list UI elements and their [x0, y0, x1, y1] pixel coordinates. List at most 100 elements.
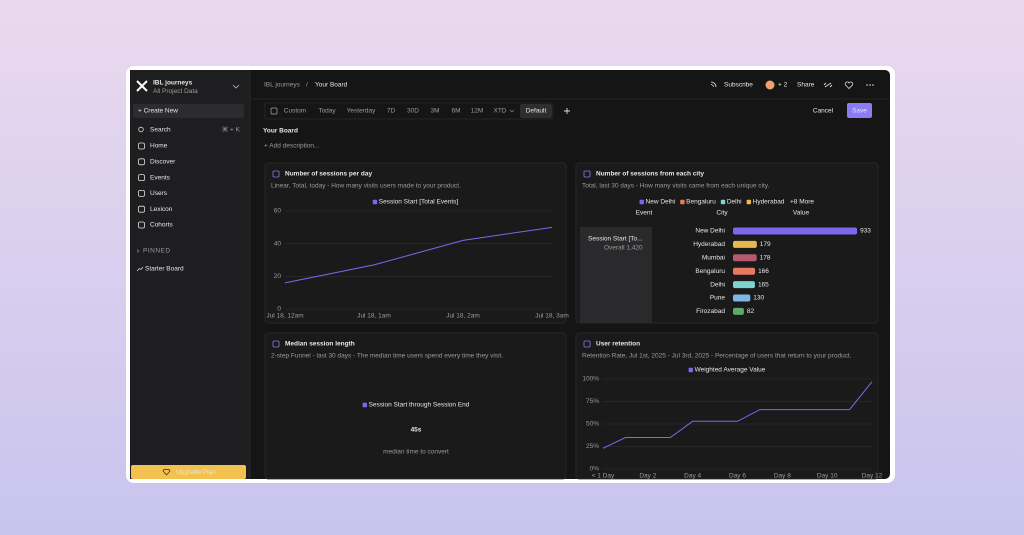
card-subtitle: Linear, Total, today - How many visits u…	[271, 183, 461, 190]
create-label[interactable]: + Create New	[138, 108, 178, 115]
column-header: Event	[636, 210, 653, 217]
x-tick-label: Jul 18, 1am	[357, 313, 391, 320]
bar	[733, 294, 751, 302]
heart-icon[interactable]	[844, 81, 854, 90]
x-tick-label: Day 6	[729, 473, 746, 480]
range-option[interactable]: Yesterday	[347, 108, 376, 115]
legend-swatch	[639, 199, 644, 205]
metric-value: 45s	[411, 427, 422, 434]
nav-item[interactable]: Events	[150, 174, 171, 181]
range-option[interactable]: 6M	[451, 108, 460, 115]
legend-more: +8 More	[790, 199, 814, 206]
x-tick-label: Jul 18, 2am	[446, 313, 480, 320]
range-option[interactable]: XTD	[494, 108, 507, 115]
card-title[interactable]: Number of sessions per day	[285, 171, 372, 178]
legend-label: Session Start [Total Events]	[379, 199, 459, 206]
bar-value: 82	[747, 308, 755, 315]
range-option[interactable]: Custom	[284, 108, 306, 115]
column-header: Value	[793, 210, 810, 217]
range-option[interactable]: 7D	[387, 108, 396, 115]
nav-icon	[138, 189, 145, 197]
breadcrumb[interactable]: IBL journeys	[264, 82, 301, 89]
add-range[interactable]	[564, 108, 570, 114]
city-label: New Delhi	[695, 228, 725, 235]
card-subtitle: Retention Rate, Jul 1st, 2025 - Jul 3rd,…	[582, 353, 852, 360]
metric-caption: median time to convert	[383, 449, 449, 456]
card-icon	[272, 340, 280, 348]
y-tick-label: 100%	[582, 376, 599, 383]
card-subtitle: 2-step Funnel - last 30 days - The media…	[271, 353, 503, 360]
create-button[interactable]	[133, 104, 244, 118]
range-option[interactable]: Today	[318, 108, 336, 115]
subscribe[interactable]: Subscribe	[724, 82, 753, 89]
legend-swatch	[362, 402, 367, 408]
pinned-label: PINNED	[143, 248, 171, 255]
nav-item[interactable]: Lexicon	[150, 206, 173, 213]
search-label[interactable]: Search	[150, 127, 171, 134]
y-tick-label: 25%	[586, 443, 599, 450]
legend-label: Weighted Average Value	[695, 367, 766, 374]
avatar[interactable]	[765, 80, 775, 90]
card	[575, 332, 879, 480]
more-dot[interactable]	[869, 84, 871, 86]
bar-value: 166	[758, 268, 769, 275]
nav-item[interactable]: Cohorts	[150, 222, 174, 229]
column-header: City	[716, 210, 728, 217]
legend-swatch	[746, 199, 752, 205]
range-option[interactable]: 12M	[471, 108, 484, 115]
card-title[interactable]: Number of sessions from each city	[596, 171, 704, 178]
bar	[733, 307, 744, 315]
cancel-button[interactable]: Cancel	[813, 108, 834, 115]
logo	[136, 80, 148, 92]
range-active	[520, 104, 552, 118]
data-line	[602, 381, 873, 449]
more-dot[interactable]	[866, 84, 868, 86]
x-tick-label: Day 12	[862, 473, 883, 480]
x-tick-label: Jul 18, 12am	[266, 313, 303, 320]
card-title[interactable]: User retention	[596, 341, 640, 348]
save-button[interactable]	[847, 103, 872, 118]
y-tick-label: 0	[277, 306, 281, 313]
city-label: Firozabad	[696, 308, 725, 315]
sidebar	[130, 70, 250, 479]
y-tick-label: 60	[274, 208, 282, 215]
x-tick-label: Jul 18, 3am	[535, 313, 569, 320]
nav-item[interactable]: Discover	[150, 159, 176, 166]
range-bar	[264, 102, 554, 120]
pinned-icon	[136, 266, 144, 272]
range-option[interactable]: 3M	[430, 108, 439, 115]
nav-icon	[138, 174, 145, 182]
nav-icon	[138, 158, 145, 166]
city-label: Pune	[710, 295, 726, 302]
project-chevron[interactable]	[232, 84, 240, 89]
board-title: Your Board	[263, 128, 298, 135]
card-title[interactable]: Median session length	[285, 341, 355, 348]
share[interactable]: Share	[797, 82, 815, 89]
nav-item[interactable]: Users	[150, 190, 168, 197]
range-option[interactable]: 30D	[407, 108, 419, 115]
event-total: Overall 1,420	[604, 245, 643, 252]
board-description[interactable]: + Add description...	[264, 143, 320, 150]
more-dot[interactable]	[872, 84, 874, 86]
save-label[interactable]: Save	[852, 108, 867, 115]
x-tick-label: Day 8	[774, 473, 791, 480]
legend-swatch	[688, 367, 693, 373]
bar	[733, 281, 755, 289]
y-tick-label: 20	[274, 273, 282, 280]
range-chevron	[509, 109, 515, 113]
y-tick-label: 40	[274, 240, 282, 247]
nav-icon	[138, 142, 145, 150]
bar	[733, 227, 858, 235]
card-icon	[272, 170, 280, 178]
upgrade-button[interactable]	[131, 465, 246, 479]
subscribe-icon	[710, 81, 717, 88]
legend-label: New Delhi	[646, 199, 676, 206]
legend-label: Bengaluru	[686, 199, 716, 206]
link-icon[interactable]	[823, 82, 833, 88]
upgrade-label[interactable]: Upgrade Plan	[176, 469, 216, 476]
range-option[interactable]: Default	[526, 108, 547, 115]
pinned-item[interactable]: Starter Board	[145, 266, 184, 273]
nav-item[interactable]: Home	[150, 143, 168, 150]
